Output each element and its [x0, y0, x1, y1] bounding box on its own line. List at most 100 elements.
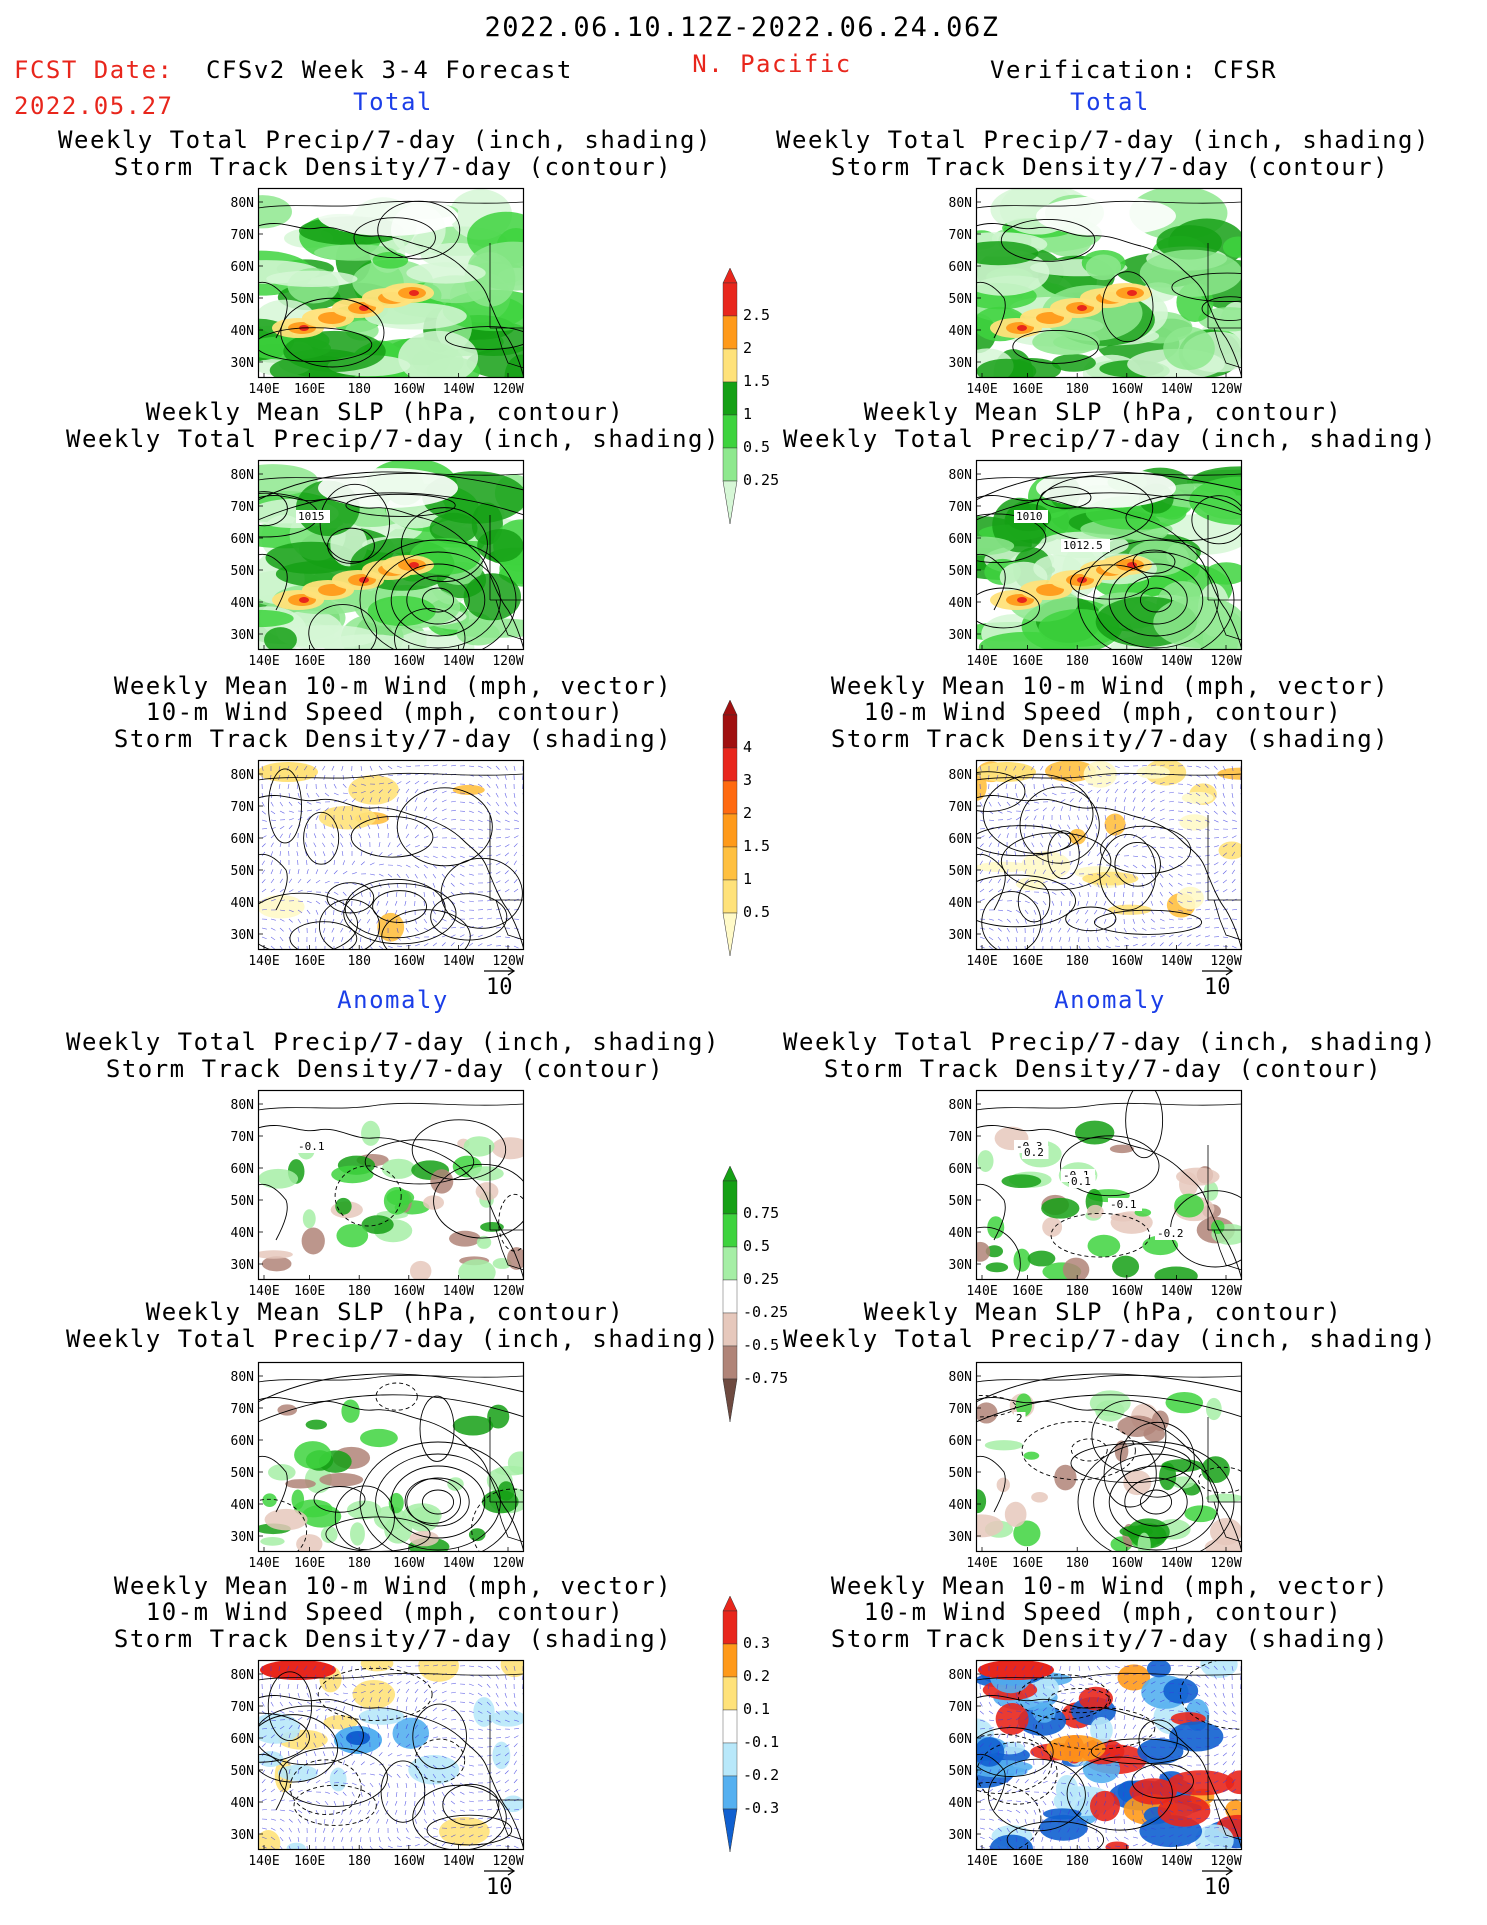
- lat-tick-label: 70N: [231, 500, 254, 515]
- title-precip-track-r1-b: Storm Track Density/7-day (contour): [830, 153, 1390, 181]
- colorbar-segment: [722, 348, 738, 383]
- colorbar-tick-label: 0.75: [743, 1204, 779, 1222]
- fcst-date-value: 2022.05.27: [14, 92, 174, 120]
- lon-tick-label: 140W: [443, 1284, 474, 1299]
- lat-tick-label: 70N: [231, 1130, 254, 1145]
- colorbar-cap-top: [722, 1595, 738, 1612]
- lat-tick-label: 70N: [231, 228, 254, 243]
- lat-tick-label: 40N: [231, 596, 254, 611]
- colorbar-cap-bottom: [722, 1378, 738, 1423]
- lon-tick-label: 140E: [966, 382, 997, 397]
- vector-reference-arrow: [1200, 1862, 1236, 1881]
- fcst-date-label: FCST Date:: [14, 56, 174, 84]
- lon-tick-label: 140W: [443, 954, 474, 969]
- lon-tick-label: 120W: [1210, 954, 1241, 969]
- lon-tick-label: 180: [1065, 654, 1088, 669]
- title-wind-track-l1-a: Weekly Mean 10-m Wind (mph, vector): [113, 672, 673, 700]
- lat-tick-label: 80N: [231, 1668, 254, 1683]
- colorbar-tick-label: 1: [743, 870, 752, 888]
- lon-tick-label: 160W: [393, 1284, 424, 1299]
- lat-tick-label: 70N: [949, 1130, 972, 1145]
- lat-tick-label: 50N: [949, 1194, 972, 1209]
- lon-tick-label: 140W: [1161, 954, 1192, 969]
- lon-tick-label: 140E: [966, 1854, 997, 1869]
- lon-tick-label: 120W: [1210, 1556, 1241, 1571]
- title-wind-track-r2-c: Storm Track Density/7-day (shading): [830, 1625, 1390, 1653]
- colorbar-tick-label: 2: [743, 339, 752, 357]
- lon-tick-label: 120W: [492, 954, 523, 969]
- vector-reference-arrow: [1200, 962, 1236, 981]
- colorbar-tick-label: 1: [743, 405, 752, 423]
- colorbar-tick-label: 2.5: [743, 306, 770, 324]
- colorbar-cap-bottom: [722, 912, 738, 957]
- lon-tick-label: 140W: [443, 382, 474, 397]
- colorbar-storm-track-anomaly: 0.3 0.2 0.1 -0.1 -0.2 -0.3: [720, 1595, 790, 1861]
- lon-tick-label: 140W: [443, 1854, 474, 1869]
- lon-tick-label: 160E: [1012, 382, 1043, 397]
- map-wind-track-cfsr: 80N 70N 60N 50N 40N 30N 140E 160E 180 160W 140W 120…: [949, 759, 1243, 969]
- colorbar-segment: [722, 813, 738, 848]
- lon-tick-label: 120W: [1210, 382, 1241, 397]
- lat-tick-label: 80N: [231, 196, 254, 211]
- colorbar-segment: [722, 315, 738, 350]
- title-slp-precip-r2-b: Weekly Total Precip/7-day (inch, shading…: [783, 1325, 1437, 1353]
- title-wind-track-r2-a: Weekly Mean 10-m Wind (mph, vector): [830, 1572, 1390, 1600]
- lat-tick-label: 30N: [231, 356, 254, 371]
- colorbar-cap-bottom: [722, 480, 738, 525]
- title-wind-track-l2-c: Storm Track Density/7-day (shading): [113, 1625, 673, 1653]
- lon-tick-label: 180: [347, 1284, 370, 1299]
- colorbar-tick-label: 0.5: [743, 903, 770, 921]
- date-range-title: 2022.06.10.12Z-2022.06.24.06Z: [484, 12, 1000, 43]
- lat-tick-label: 80N: [949, 768, 972, 783]
- lat-tick-label: 30N: [231, 628, 254, 643]
- lat-tick-label: 60N: [949, 1732, 972, 1747]
- lon-tick-label: 120W: [492, 654, 523, 669]
- colorbar-segment: [722, 1345, 738, 1380]
- lon-tick-label: 160E: [294, 382, 325, 397]
- lon-tick-label: 160W: [393, 1556, 424, 1571]
- lon-tick-label: 160W: [1111, 1854, 1142, 1869]
- lon-tick-label: 160W: [1111, 1284, 1142, 1299]
- colorbar-tick-label: 0.25: [743, 1270, 779, 1288]
- colorbar-tick-label: 0.1: [743, 1700, 770, 1718]
- lon-tick-label: 180: [1065, 954, 1088, 969]
- lat-tick-label: 80N: [949, 468, 972, 483]
- colorbar-segment: [722, 1610, 738, 1645]
- colorbar-segment: [722, 1742, 738, 1777]
- vector-reference-label: 10: [1204, 1875, 1231, 1900]
- lat-tick-label: 70N: [949, 228, 972, 243]
- lon-tick-label: 140W: [1161, 654, 1192, 669]
- lat-tick-label: 40N: [949, 1226, 972, 1241]
- region-label: N. Pacific: [692, 50, 852, 78]
- lat-tick-label: 70N: [231, 1700, 254, 1715]
- lon-tick-label: 160W: [1111, 654, 1142, 669]
- lat-tick-label: 80N: [231, 1370, 254, 1385]
- colorbar-tick-label: -0.2: [743, 1766, 779, 1784]
- map-wind-track-anomaly-forecast: 80N 70N 60N 50N 40N 30N 140E 160E 180 160W 140W 120…: [231, 1659, 525, 1869]
- lat-tick-label: 60N: [231, 1162, 254, 1177]
- colorbar-segment: [722, 1312, 738, 1347]
- lon-tick-label: 180: [1065, 1284, 1088, 1299]
- colorbar-segment: [722, 747, 738, 782]
- lon-tick-label: 140E: [248, 1556, 279, 1571]
- lat-tick-label: 50N: [949, 1764, 972, 1779]
- lat-tick-label: 80N: [231, 468, 254, 483]
- colorbar-tick-label: 1.5: [743, 372, 770, 390]
- lat-tick-label: 30N: [231, 1530, 254, 1545]
- vector-reference-label: 10: [486, 1875, 513, 1900]
- colorbar-segment: [722, 1676, 738, 1711]
- title-wind-track-r1-a: Weekly Mean 10-m Wind (mph, vector): [830, 672, 1390, 700]
- colorbar-tick-label: 2: [743, 804, 752, 822]
- lon-tick-label: 140W: [443, 1556, 474, 1571]
- lat-tick-label: 30N: [231, 1828, 254, 1843]
- lon-tick-label: 140W: [1161, 1556, 1192, 1571]
- lon-tick-label: 160W: [393, 954, 424, 969]
- lon-tick-label: 140W: [1161, 1284, 1192, 1299]
- lon-tick-label: 140E: [248, 1854, 279, 1869]
- lon-tick-label: 160E: [294, 954, 325, 969]
- colorbar-segment: [722, 879, 738, 914]
- colorbar-segment: [722, 1246, 738, 1281]
- lat-tick-label: 80N: [949, 196, 972, 211]
- colorbar-segment: [722, 714, 738, 749]
- colorbar-tick-label: 0.25: [743, 471, 779, 489]
